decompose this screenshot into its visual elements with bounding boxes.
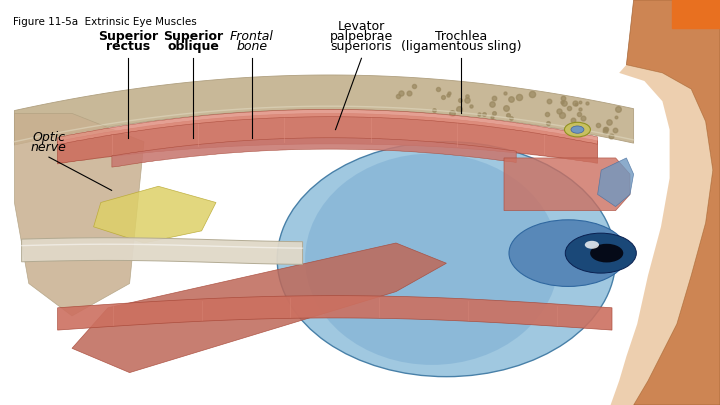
Polygon shape bbox=[94, 186, 216, 243]
Circle shape bbox=[571, 126, 584, 133]
Ellipse shape bbox=[305, 153, 559, 365]
Circle shape bbox=[590, 244, 624, 262]
Polygon shape bbox=[22, 238, 302, 264]
Text: (ligamentous sling): (ligamentous sling) bbox=[400, 40, 521, 53]
Text: Trochlea: Trochlea bbox=[435, 30, 487, 43]
Polygon shape bbox=[626, 0, 720, 405]
Polygon shape bbox=[58, 113, 598, 164]
Text: Superior: Superior bbox=[163, 30, 223, 43]
Ellipse shape bbox=[277, 142, 616, 377]
Text: nerve: nerve bbox=[31, 141, 67, 154]
Polygon shape bbox=[72, 243, 446, 373]
Text: superioris: superioris bbox=[330, 40, 392, 53]
Text: palpebrae: palpebrae bbox=[330, 30, 393, 43]
Text: Optic: Optic bbox=[32, 131, 66, 144]
Text: Levator: Levator bbox=[338, 20, 385, 33]
Polygon shape bbox=[598, 158, 634, 207]
Text: rectus: rectus bbox=[106, 40, 150, 53]
Text: Superior: Superior bbox=[98, 30, 158, 43]
Bar bbox=[672, 0, 720, 28]
Circle shape bbox=[585, 241, 599, 249]
Circle shape bbox=[509, 220, 627, 286]
Polygon shape bbox=[504, 158, 630, 211]
Polygon shape bbox=[611, 65, 713, 405]
Polygon shape bbox=[58, 109, 598, 145]
Polygon shape bbox=[14, 113, 144, 316]
Text: oblique: oblique bbox=[167, 40, 219, 53]
Circle shape bbox=[565, 233, 636, 273]
Polygon shape bbox=[58, 296, 612, 330]
Text: Figure 11-5a  Extrinsic Eye Muscles: Figure 11-5a Extrinsic Eye Muscles bbox=[13, 17, 197, 27]
Polygon shape bbox=[14, 75, 634, 145]
Text: Frontal: Frontal bbox=[230, 30, 274, 43]
Circle shape bbox=[564, 122, 590, 137]
Polygon shape bbox=[112, 138, 516, 167]
Text: bone: bone bbox=[236, 40, 268, 53]
